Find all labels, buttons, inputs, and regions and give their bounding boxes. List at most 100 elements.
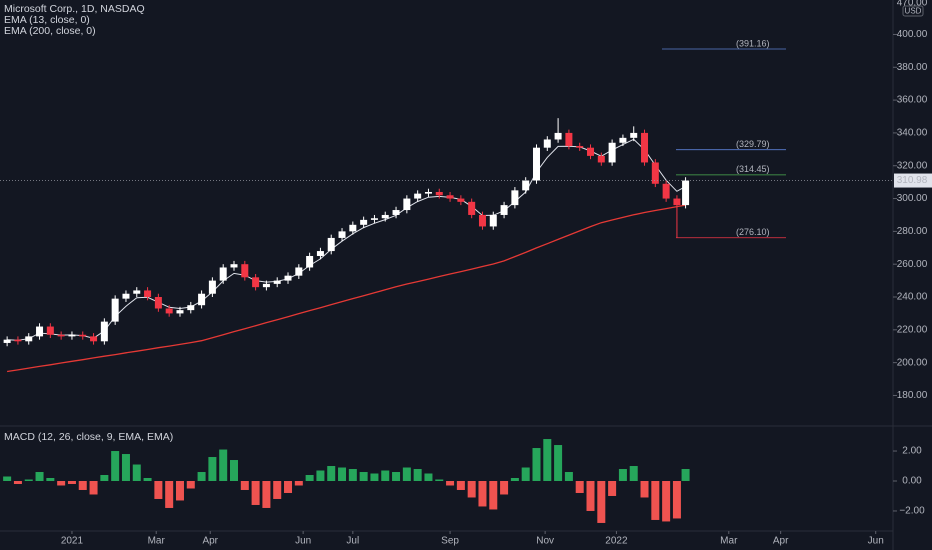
macd-title: MACD (12, 26, close, 9, EMA, EMA) [4, 431, 173, 443]
candle-body [219, 267, 227, 281]
candle-body [587, 147, 595, 156]
macd-bar [640, 480, 649, 498]
macd-bar [424, 473, 433, 481]
macd-bar [681, 469, 690, 481]
y-tick-label: 300.00 [897, 193, 928, 204]
candle-body [608, 142, 616, 163]
macd-bar [510, 478, 519, 481]
candle-body [662, 183, 670, 199]
macd-bar [338, 467, 347, 481]
candle-body [208, 280, 216, 294]
macd-bar [24, 479, 33, 481]
level-label: (276.10) [736, 227, 770, 237]
candle-body [673, 198, 681, 206]
macd-bar [13, 480, 22, 484]
candle-body [392, 210, 400, 215]
macd-bar [240, 480, 249, 490]
x-tick-label: Apr [202, 536, 218, 547]
candle-body [230, 264, 238, 268]
x-tick-label: 2021 [61, 536, 84, 547]
macd-bar [3, 476, 12, 481]
candle-body [295, 267, 303, 276]
candle-body [565, 132, 573, 147]
y-tick-label: 280.00 [897, 226, 928, 237]
level-label: (391.16) [736, 38, 770, 48]
macd-bar [478, 480, 487, 507]
macd-bar [392, 472, 401, 481]
candle-body [133, 290, 141, 294]
candle-body [14, 339, 22, 342]
candle-body [554, 132, 562, 140]
macd-bar [165, 480, 174, 508]
candle-body [532, 147, 540, 181]
macd-bar [175, 480, 184, 501]
macd-bar [489, 480, 498, 510]
candle-body [597, 155, 605, 163]
candle-body [500, 205, 508, 215]
candle-body [154, 297, 162, 309]
macd-bar [532, 448, 541, 481]
candle-body [46, 326, 54, 335]
candle-body [25, 336, 33, 342]
macd-bar [251, 480, 260, 505]
y-tick-label: 240.00 [897, 292, 928, 303]
x-tick-label: Jun [295, 536, 311, 547]
x-tick-label: Jun [868, 536, 884, 547]
y-tick-label: 260.00 [897, 259, 928, 270]
level-label: (329.79) [736, 139, 770, 149]
x-tick-label: Apr [773, 536, 789, 547]
candle-body [435, 191, 443, 196]
macd-bar [456, 480, 465, 490]
candle-body [468, 201, 476, 215]
macd-bar [89, 480, 98, 495]
macd-bar [597, 480, 606, 523]
y-tick-label: 340.00 [897, 128, 928, 139]
currency: USD [905, 7, 922, 16]
macd-tick-label: −2.00 [899, 506, 925, 517]
candle-body [349, 224, 357, 232]
macd-bar [370, 473, 379, 481]
candle-body [403, 198, 411, 211]
macd-bar [78, 480, 87, 490]
candle-body [576, 146, 584, 148]
macd-bar [327, 466, 336, 481]
candle-body [57, 334, 65, 337]
candle-body [381, 214, 389, 219]
candle-body [262, 283, 270, 288]
candle-body [478, 214, 486, 227]
macd-bar [197, 472, 206, 481]
candle-body [176, 310, 184, 314]
macd-bar [46, 478, 55, 481]
y-tick-label: 180.00 [897, 390, 928, 401]
candle-body [316, 251, 324, 256]
candle-body [630, 132, 638, 138]
y-tick-label: 360.00 [897, 95, 928, 106]
macd-bar [413, 469, 422, 481]
macd-bar [67, 480, 76, 484]
candle-body [100, 321, 108, 342]
candle-body [543, 139, 551, 148]
macd-bar [662, 480, 671, 522]
candle-body [79, 334, 87, 337]
macd-bar [294, 480, 303, 486]
macd-bar [618, 469, 627, 481]
x-tick-label: 2022 [605, 536, 628, 547]
macd-bar [554, 445, 563, 481]
macd-bar [629, 466, 638, 481]
macd-bar [132, 464, 141, 481]
macd-bar [154, 480, 163, 499]
ema-line [7, 138, 686, 341]
macd-bar [651, 480, 660, 520]
macd-bar [316, 470, 325, 481]
candle-body [306, 255, 314, 268]
macd-bar [348, 469, 357, 481]
candle-body [273, 280, 281, 284]
candle-body [651, 162, 659, 184]
level-label: (314.45) [736, 164, 770, 174]
macd-bar [100, 475, 109, 481]
candle-body [252, 277, 260, 288]
candle-body [90, 336, 98, 342]
candle-body [424, 191, 432, 194]
macd-bar [111, 451, 120, 481]
